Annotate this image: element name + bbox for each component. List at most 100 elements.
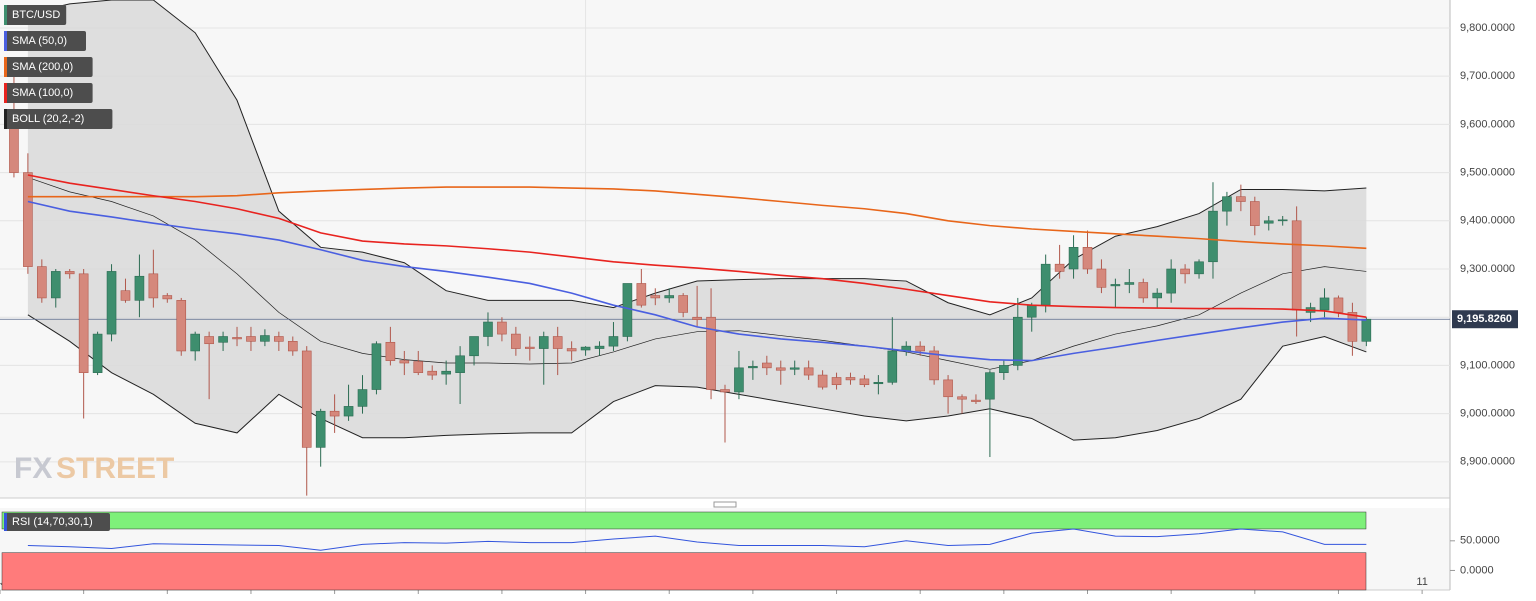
candle: [1250, 196, 1260, 236]
candle-body: [37, 266, 47, 299]
candle-body: [301, 350, 312, 448]
legend-label: RSI (14,70,30,1): [12, 516, 93, 528]
candle: [134, 254, 145, 318]
legend-box: [4, 31, 86, 51]
y-tick-label: 9,400.0000: [1460, 215, 1515, 227]
candle-body: [1277, 219, 1288, 222]
candle: [246, 326, 256, 351]
candle-body: [1054, 263, 1065, 272]
candle: [817, 370, 828, 390]
watermark-fx: FX: [14, 452, 52, 485]
candle: [106, 264, 117, 342]
candle-body: [1082, 247, 1093, 270]
candle: [148, 249, 159, 308]
watermark-street: STREET: [56, 452, 174, 485]
candle-body: [552, 336, 563, 349]
candle: [971, 394, 981, 404]
candle: [594, 341, 605, 356]
candle: [385, 326, 396, 366]
candle: [1263, 215, 1274, 231]
bollinger-lower: [27, 314, 1367, 441]
candle: [176, 297, 187, 356]
candle: [343, 384, 354, 421]
candle-body: [985, 372, 995, 400]
candle-body: [1012, 316, 1023, 366]
candle-body: [232, 337, 242, 340]
candle-body: [1138, 282, 1149, 299]
legend-box: [4, 83, 93, 103]
candle-body: [106, 271, 117, 335]
candle-body: [1166, 268, 1176, 294]
candle: [566, 341, 577, 361]
candle-body: [399, 360, 410, 364]
candle: [789, 360, 800, 376]
candle-body: [246, 336, 256, 342]
price-tag: [1452, 310, 1518, 329]
x-tick-label: 11: [1416, 576, 1427, 588]
rsi-line: [27, 528, 1367, 551]
candle-body: [413, 361, 424, 373]
candle-body: [636, 283, 647, 306]
candle-body: [999, 365, 1009, 373]
sma-line: [27, 174, 1367, 319]
candle-body: [1040, 263, 1051, 306]
candle-body: [1208, 210, 1218, 263]
candle-body: [469, 336, 479, 357]
candle-body: [1026, 304, 1037, 318]
candle: [1194, 259, 1204, 279]
candle: [706, 288, 716, 400]
candle: [511, 326, 521, 356]
candle-body: [315, 410, 326, 448]
candle: [1180, 264, 1190, 284]
candle: [1124, 269, 1135, 294]
candle-body: [497, 321, 507, 335]
candle: [608, 322, 619, 351]
candle-body: [971, 399, 981, 402]
candle: [357, 375, 368, 414]
candle-body: [748, 366, 758, 369]
candle-body: [608, 336, 619, 347]
candle: [748, 360, 758, 380]
candle-body: [78, 273, 89, 373]
candle-body: [1194, 261, 1204, 275]
candle: [204, 331, 214, 400]
candle-body: [483, 321, 493, 337]
candle: [37, 259, 47, 303]
legend-swatch: [4, 513, 7, 531]
candle-body: [176, 300, 187, 352]
candle: [1054, 244, 1065, 279]
candle: [232, 326, 242, 347]
candle: [762, 355, 772, 376]
candle: [664, 288, 675, 303]
legend-label: SMA (200,0): [12, 61, 73, 73]
candle: [525, 336, 535, 361]
candle: [315, 408, 326, 467]
candle-body: [23, 172, 33, 267]
candle-body: [775, 367, 786, 371]
candle-body: [50, 271, 61, 299]
candle: [1166, 259, 1176, 303]
y-tick-label: 9,300.0000: [1460, 263, 1515, 275]
candle: [497, 317, 507, 342]
legend-swatch: [4, 83, 7, 103]
divider-handle[interactable]: [713, 501, 737, 508]
candle: [455, 346, 465, 404]
candle: [845, 372, 856, 385]
candle: [78, 269, 89, 419]
candle: [162, 293, 173, 303]
legend-box: [4, 5, 67, 25]
candle-body: [1110, 284, 1121, 287]
candle: [775, 360, 786, 385]
candle: [274, 331, 284, 351]
candle-body: [357, 389, 368, 407]
candle: [720, 384, 730, 443]
candle: [92, 331, 103, 376]
candle-body: [692, 316, 702, 320]
bollinger-upper: [27, 0, 1367, 316]
candle: [371, 341, 382, 395]
candle: [650, 288, 661, 306]
candle-body: [538, 336, 549, 349]
candle-body: [287, 341, 298, 352]
candle-body: [204, 336, 214, 345]
